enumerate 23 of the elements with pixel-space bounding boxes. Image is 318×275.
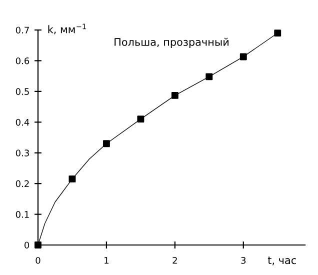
x-tick-label: 3 [241,256,246,264]
x-tick-label: 1 [104,257,108,264]
y-axis-title: k, мм$^{−1}$ [48,24,86,34]
x-tick-label: 2 [172,256,177,264]
point [206,73,213,80]
y-tick-label: 0.4 [16,118,30,126]
y-tick-label: 0.7 [16,26,29,34]
annotation: Польша, прозрачный [114,38,228,48]
point [102,140,110,148]
point [171,92,178,99]
y-tick-label: 0.5 [16,88,29,95]
point [274,30,282,37]
y-tick-label: 0.3 [16,150,29,156]
point [137,116,144,123]
y-tick-label: 0.6 [16,57,30,64]
y-tick-label: 0.1 [16,211,29,218]
y-tick-label: 0.2 [16,180,29,188]
point [34,242,42,248]
point [240,53,247,60]
point [68,175,76,182]
y-tick-label: 0 [24,242,30,249]
x-tick-label: 0 [36,256,40,264]
x-axis-title: t, час [268,256,296,266]
